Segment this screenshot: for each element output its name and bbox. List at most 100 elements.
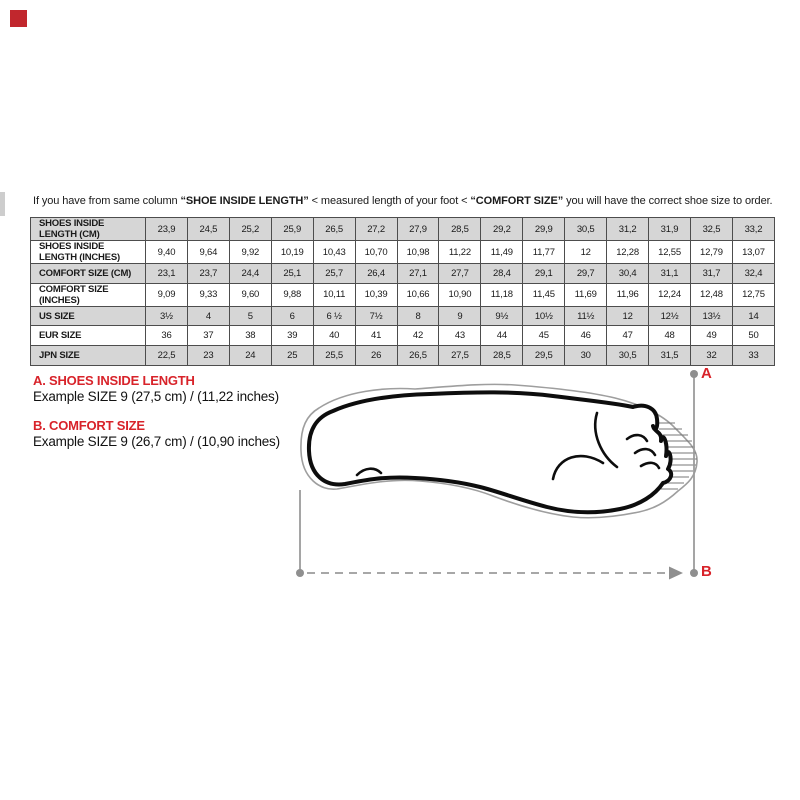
size-cell: 31,7: [689, 263, 733, 284]
brand-red-square: [10, 10, 27, 27]
size-cell: 29,5: [522, 345, 566, 366]
row-label: SHOES INSIDE LENGTH (INCHES): [30, 240, 146, 264]
table-row: COMFORT SIZE (CM) 23,1 23,7 24,4 25,1 25,7 26,…: [30, 263, 776, 284]
size-cell: 33: [731, 345, 776, 366]
size-cell: 9,60: [228, 282, 272, 307]
table-row: COMFORT SIZE (INCHES) 9,09 9,33 9,60 9,88 10,…: [30, 282, 776, 307]
size-cell: 31,2: [606, 217, 650, 241]
measure-label-a: A: [701, 365, 712, 382]
size-cell: 24,4: [228, 263, 272, 284]
size-cell: 11½: [564, 305, 608, 327]
size-cell: 25,9: [270, 217, 314, 241]
size-cell: 12: [564, 240, 608, 264]
size-cell: 31,1: [648, 263, 691, 284]
size-cell: 22,5: [145, 345, 188, 366]
size-cell: 32,4: [731, 263, 776, 284]
size-cell: 9,88: [270, 282, 314, 307]
foot-outline: [306, 390, 674, 515]
size-cell: 24: [228, 345, 272, 366]
table-row: JPN SIZE 22,5 23 24 25 25,5 26 26,5 27,5 28,5 29,5…: [30, 345, 776, 366]
toe-detail-lines: [355, 411, 661, 481]
row-label: COMFORT SIZE (CM): [30, 263, 146, 284]
size-cell: 27,5: [438, 345, 482, 366]
intro-suffix: you will have the correct shoe size to o…: [563, 195, 773, 207]
size-cell: 26,4: [354, 263, 398, 284]
size-cell: 10½: [522, 305, 566, 327]
measure-dot-right: [690, 569, 698, 577]
size-cell: 25,5: [312, 345, 356, 366]
size-cell: 11,77: [522, 240, 566, 264]
size-cell: 11,18: [480, 282, 524, 307]
size-cell: 38: [228, 325, 272, 347]
size-cell: 14: [731, 305, 776, 327]
table-row: EUR SIZE 36 37 38 39 40 41 42 43 44 45 46 47 48 49 50: [30, 325, 776, 347]
size-cell: 45: [522, 325, 566, 347]
section-b-example: Example SIZE 9 (26,7 cm) / (10,90 inches…: [33, 434, 280, 449]
size-cell: 23,1: [145, 263, 188, 284]
table-row: SHOES INSIDE LENGTH (CM) 23,9 24,5 25,2 25,9…: [30, 217, 776, 241]
size-cell: 6: [270, 305, 314, 327]
size-cell: 44: [480, 325, 524, 347]
size-cell: 13,07: [731, 240, 776, 264]
size-cell: 10,98: [396, 240, 440, 264]
size-cell: 30,4: [606, 263, 650, 284]
size-cell: 10,43: [312, 240, 356, 264]
size-cell: 36: [145, 325, 188, 347]
size-cell: 42: [396, 325, 440, 347]
table-row: SHOES INSIDE LENGTH (INCHES) 9,40 9,64 9,92…: [30, 240, 776, 264]
size-cell: 12,55: [648, 240, 691, 264]
size-cell: 9,64: [186, 240, 230, 264]
size-cell: 10,70: [354, 240, 398, 264]
size-cell: 47: [606, 325, 650, 347]
size-cell: 11,69: [564, 282, 608, 307]
size-cell: 32: [689, 345, 733, 366]
size-cell: 12,75: [731, 282, 776, 307]
size-cell: 29,7: [564, 263, 608, 284]
size-cell: 27,9: [396, 217, 440, 241]
size-cell: 9: [438, 305, 482, 327]
size-cell: 23,7: [186, 263, 230, 284]
size-cell: 26: [354, 345, 398, 366]
size-cell: 27,1: [396, 263, 440, 284]
row-label: US SIZE: [30, 305, 146, 327]
size-cell: 40: [312, 325, 356, 347]
section-comfort-size: B. COMFORT SIZE Example SIZE 9 (26,7 cm)…: [33, 418, 280, 449]
measure-dot-top: [690, 370, 698, 378]
size-cell: 11,96: [606, 282, 650, 307]
size-cell: 12,24: [648, 282, 691, 307]
foot-measurement-illustration: [296, 370, 698, 580]
section-a-heading: A. SHOES INSIDE LENGTH: [33, 373, 195, 388]
size-cell: 31,5: [648, 345, 691, 366]
size-cell: 29,1: [522, 263, 566, 284]
size-cell: 25,1: [270, 263, 314, 284]
size-cell: 28,5: [438, 217, 482, 241]
size-cell: 12,28: [606, 240, 650, 264]
size-cell: 3½: [145, 305, 188, 327]
size-cell: 9½: [480, 305, 524, 327]
size-cell: 9,40: [145, 240, 188, 264]
size-cell: 11,49: [480, 240, 524, 264]
size-cell: 11,45: [522, 282, 566, 307]
size-cell: 39: [270, 325, 314, 347]
measure-label-b: B: [701, 563, 712, 580]
toe-hatching: [657, 422, 697, 490]
size-cell: 26,5: [312, 217, 356, 241]
size-cell: 31,9: [648, 217, 691, 241]
row-label: COMFORT SIZE (INCHES): [30, 282, 146, 307]
size-cell: 10,19: [270, 240, 314, 264]
size-cell: 29,9: [522, 217, 566, 241]
size-cell: 50: [731, 325, 776, 347]
measure-dot-left: [296, 569, 304, 577]
size-cell: 28,4: [480, 263, 524, 284]
size-chart-table: SHOES INSIDE LENGTH (CM) 23,9 24,5 25,2 25,9…: [30, 217, 776, 366]
size-cell: 23,9: [145, 217, 188, 241]
size-cell: 49: [689, 325, 733, 347]
size-cell: 10,11: [312, 282, 356, 307]
size-cell: 10,39: [354, 282, 398, 307]
intro-prefix: If you have from same column: [33, 195, 181, 207]
size-cell: 11,22: [438, 240, 482, 264]
size-cell: 32,5: [689, 217, 733, 241]
table-row: US SIZE 3½ 4 5 6 6 ½ 7½ 8 9 9½ 10½ 11½ 12 12½ 13½ 14: [30, 305, 776, 327]
size-cell: 10,90: [438, 282, 482, 307]
size-cell: 30,5: [564, 217, 608, 241]
